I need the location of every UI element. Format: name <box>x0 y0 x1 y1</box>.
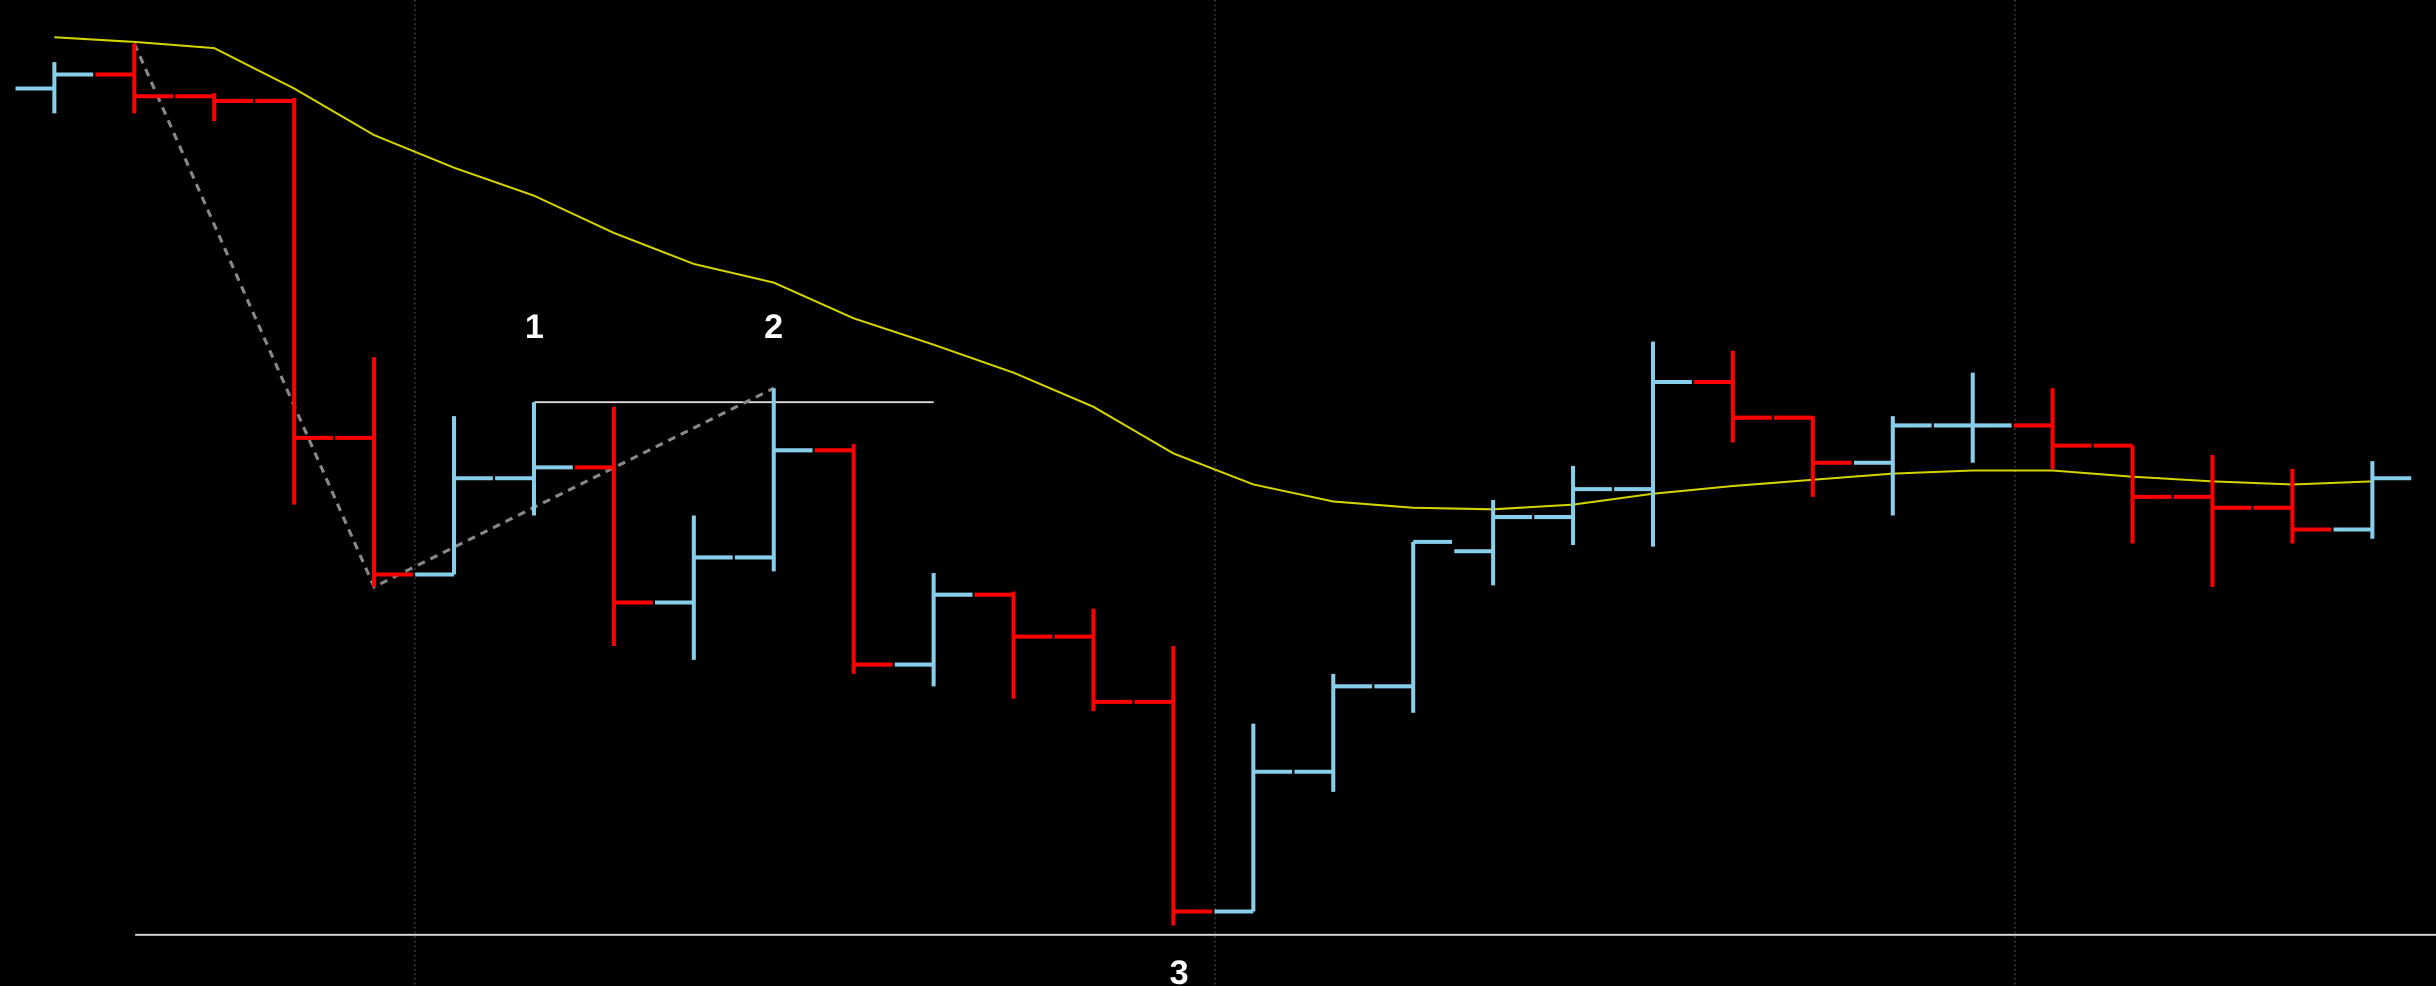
annotation: 3 <box>1170 954 1189 986</box>
moving-average <box>54 36 2373 511</box>
annotation: 1 <box>525 308 544 346</box>
annotation: 2 <box>764 308 783 346</box>
